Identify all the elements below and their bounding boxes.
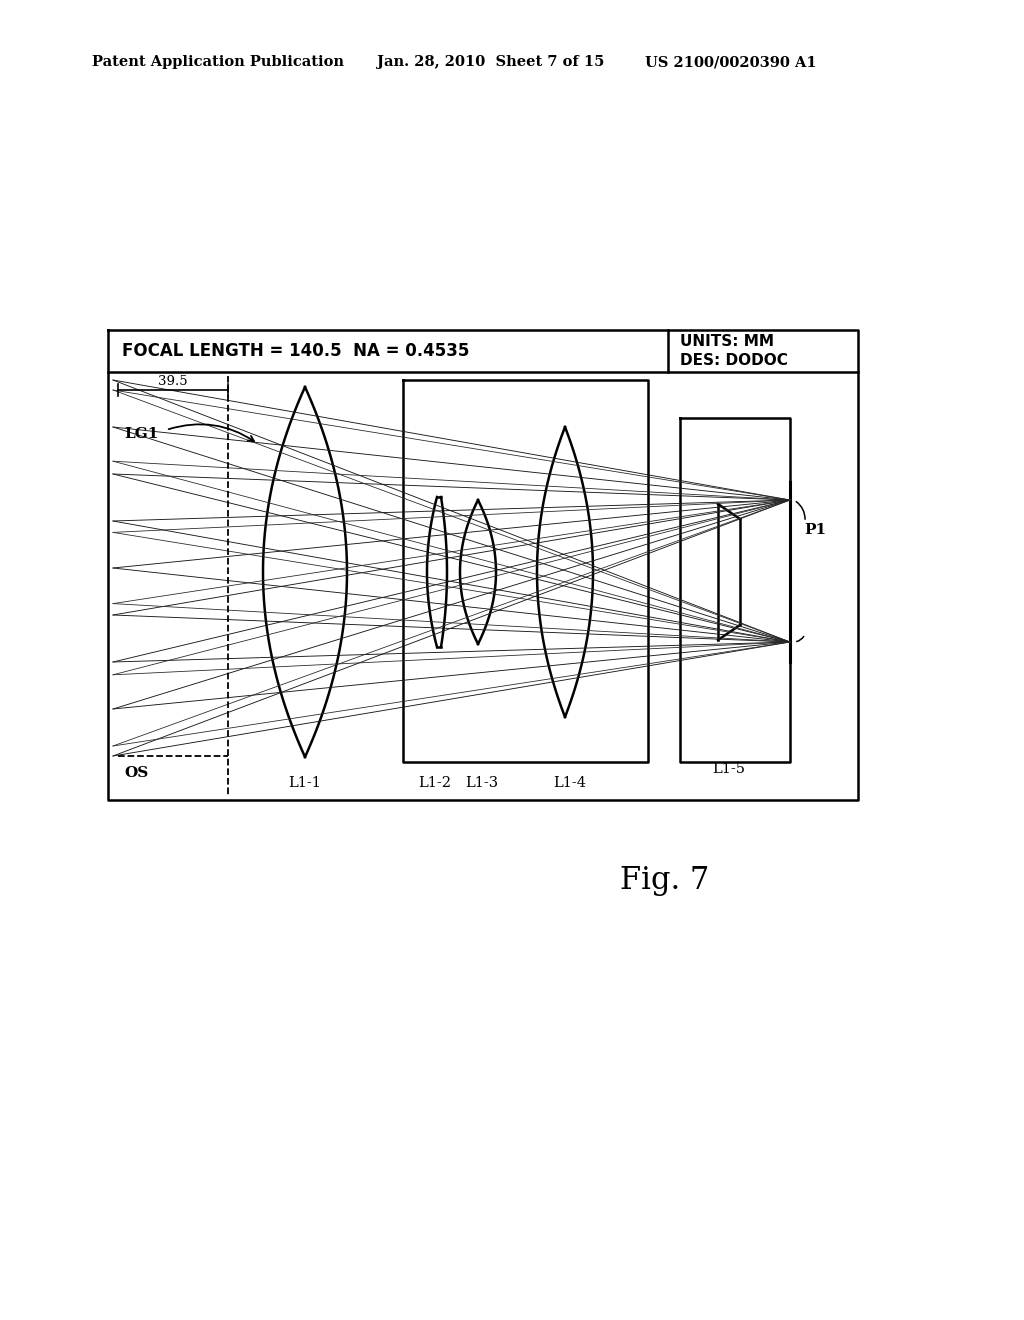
- Text: Jan. 28, 2010  Sheet 7 of 15: Jan. 28, 2010 Sheet 7 of 15: [377, 55, 604, 69]
- Text: L1-2: L1-2: [419, 776, 452, 789]
- Text: L1-3: L1-3: [466, 776, 499, 789]
- Text: LG1: LG1: [124, 426, 159, 441]
- Text: L1-4: L1-4: [554, 776, 587, 789]
- Text: UNITS: MM: UNITS: MM: [680, 334, 774, 350]
- Text: US 2100/0020390 A1: US 2100/0020390 A1: [645, 55, 816, 69]
- Text: DES: DODOC: DES: DODOC: [680, 352, 787, 368]
- Text: 39.5: 39.5: [158, 375, 187, 388]
- Text: Fig. 7: Fig. 7: [620, 865, 710, 895]
- Text: L1-5: L1-5: [713, 762, 745, 776]
- Text: L1-1: L1-1: [289, 776, 322, 789]
- Text: Patent Application Publication: Patent Application Publication: [92, 55, 344, 69]
- Text: OS: OS: [124, 766, 148, 780]
- Text: FOCAL LENGTH = 140.5  NA = 0.4535: FOCAL LENGTH = 140.5 NA = 0.4535: [122, 342, 469, 360]
- Text: P1: P1: [804, 523, 826, 537]
